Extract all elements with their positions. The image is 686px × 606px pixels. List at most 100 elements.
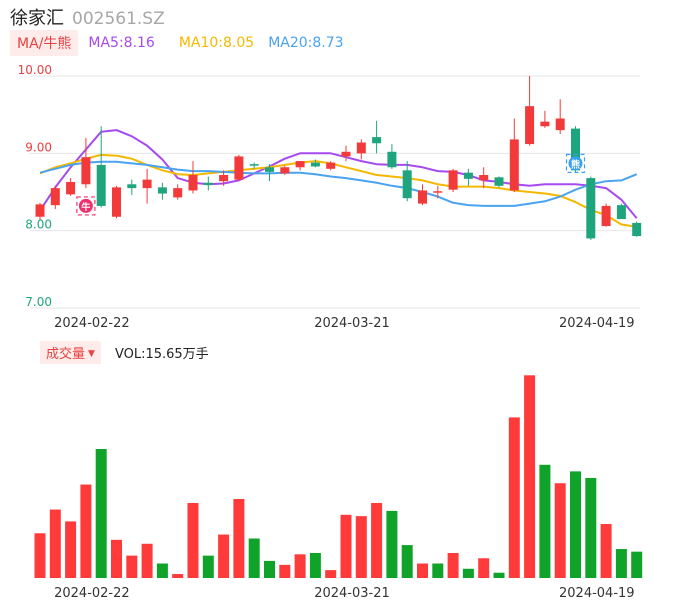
x-axis-date-label: 2024-04-19	[559, 316, 635, 331]
candle-body	[525, 106, 535, 145]
volume-bar	[432, 563, 444, 578]
volume-bar	[95, 449, 107, 578]
bear-icon-frame	[565, 153, 586, 173]
candle-body	[402, 170, 412, 199]
candle-body	[494, 177, 504, 186]
volume-bar	[447, 552, 459, 578]
candle-body	[265, 167, 274, 172]
x-axis-date-label: 2024-02-22	[54, 316, 130, 331]
candle-body	[387, 151, 397, 168]
candle-body	[219, 174, 229, 182]
stock-code: 002561.SZ	[72, 9, 165, 29]
candle-body	[341, 151, 351, 157]
candle-body	[418, 190, 427, 204]
volume-bar	[49, 509, 61, 578]
candle-body	[173, 188, 183, 198]
candle-body	[50, 188, 60, 206]
ma20-line	[39, 160, 638, 207]
volume-bar	[111, 539, 122, 578]
volume-bar	[156, 563, 168, 578]
candle-body	[555, 118, 565, 131]
volume-value: VOL:15.65万手	[114, 346, 209, 362]
stock-header: 徐家汇 002561.SZ	[10, 4, 165, 29]
volume-bar	[401, 545, 413, 578]
candle-body	[372, 137, 382, 144]
volume-bar	[478, 558, 490, 578]
candle-body	[326, 162, 336, 169]
candle-body	[188, 174, 198, 191]
volume-bar	[570, 471, 581, 578]
volume-bar	[355, 516, 367, 578]
volume-bar	[371, 502, 383, 578]
stock-name: 徐家汇	[10, 8, 64, 29]
candle-body	[203, 182, 213, 186]
candle-body	[157, 187, 167, 194]
volume-bar	[187, 502, 199, 578]
price-tick-label: 10.00	[18, 63, 52, 77]
candle-body	[616, 205, 626, 220]
volume-indicator-selector[interactable]: 成交量 ▼	[40, 340, 101, 364]
candle-body	[463, 172, 473, 179]
volume-x-axis-date-label: 2024-04-19	[559, 586, 635, 601]
volume-bar	[386, 510, 398, 578]
volume-bar	[309, 552, 321, 578]
bear-icon	[568, 156, 583, 171]
volume-bar	[264, 560, 275, 578]
volume-bar	[600, 524, 612, 578]
ma-indicator-selector[interactable]: MA/牛熊	[10, 30, 79, 56]
volume-bar	[218, 534, 230, 578]
bull-icon	[78, 198, 93, 213]
volume-bar	[172, 574, 184, 578]
volume-bar	[279, 564, 291, 578]
candle-body	[586, 178, 596, 239]
volume-bar	[508, 417, 520, 578]
volume-bar	[462, 568, 474, 578]
candle-body	[96, 164, 106, 206]
volume-bar	[524, 375, 536, 578]
volume-bar	[34, 533, 46, 578]
ma10-line	[39, 153, 637, 228]
ma5-line	[39, 129, 638, 219]
volume-bar	[539, 464, 551, 578]
candle-body	[142, 179, 152, 189]
candle-body	[280, 167, 290, 174]
ma-legend: MA/牛熊 MA5:8.16 MA10:8.05 MA20:8.73	[10, 30, 344, 56]
volume-bar	[554, 483, 566, 578]
candle-body	[127, 184, 137, 189]
candle-body	[448, 170, 458, 190]
candle-body	[479, 174, 489, 181]
volume-bar	[126, 555, 138, 578]
volume-bar	[233, 499, 245, 578]
candle-body	[66, 181, 76, 195]
volume-bar	[340, 514, 352, 578]
volume-bar	[325, 570, 337, 578]
candle-body	[509, 139, 519, 191]
volume-bar	[615, 549, 627, 578]
candle-body	[356, 142, 366, 154]
candle-body	[601, 205, 611, 227]
candle-body	[112, 187, 121, 217]
bull-icon-glyph: 牛	[81, 201, 90, 213]
ma5-legend: MA5:8.16	[88, 35, 155, 51]
x-axis-date-label: 2024-03-21	[314, 316, 390, 331]
candle-body	[295, 161, 305, 168]
volume-bar	[417, 563, 428, 578]
volume-bar	[631, 551, 643, 578]
candle-body	[433, 191, 443, 193]
volume-bar	[585, 477, 597, 578]
candle-body	[249, 164, 259, 166]
candle-body	[81, 157, 91, 185]
candle-body	[632, 222, 642, 237]
candle-body	[234, 156, 244, 180]
volume-bar	[65, 521, 77, 578]
candle-body	[35, 204, 45, 217]
volume-legend: 成交量 ▼ VOL:15.65万手	[40, 340, 209, 364]
volume-bar	[493, 572, 505, 578]
volume-bar	[141, 543, 153, 578]
candle-body	[310, 162, 320, 167]
price-tick-label: 8.00	[25, 218, 52, 232]
volume-bar	[202, 555, 214, 578]
candle-body	[571, 128, 580, 171]
volume-x-axis-date-label: 2024-03-21	[314, 586, 390, 601]
